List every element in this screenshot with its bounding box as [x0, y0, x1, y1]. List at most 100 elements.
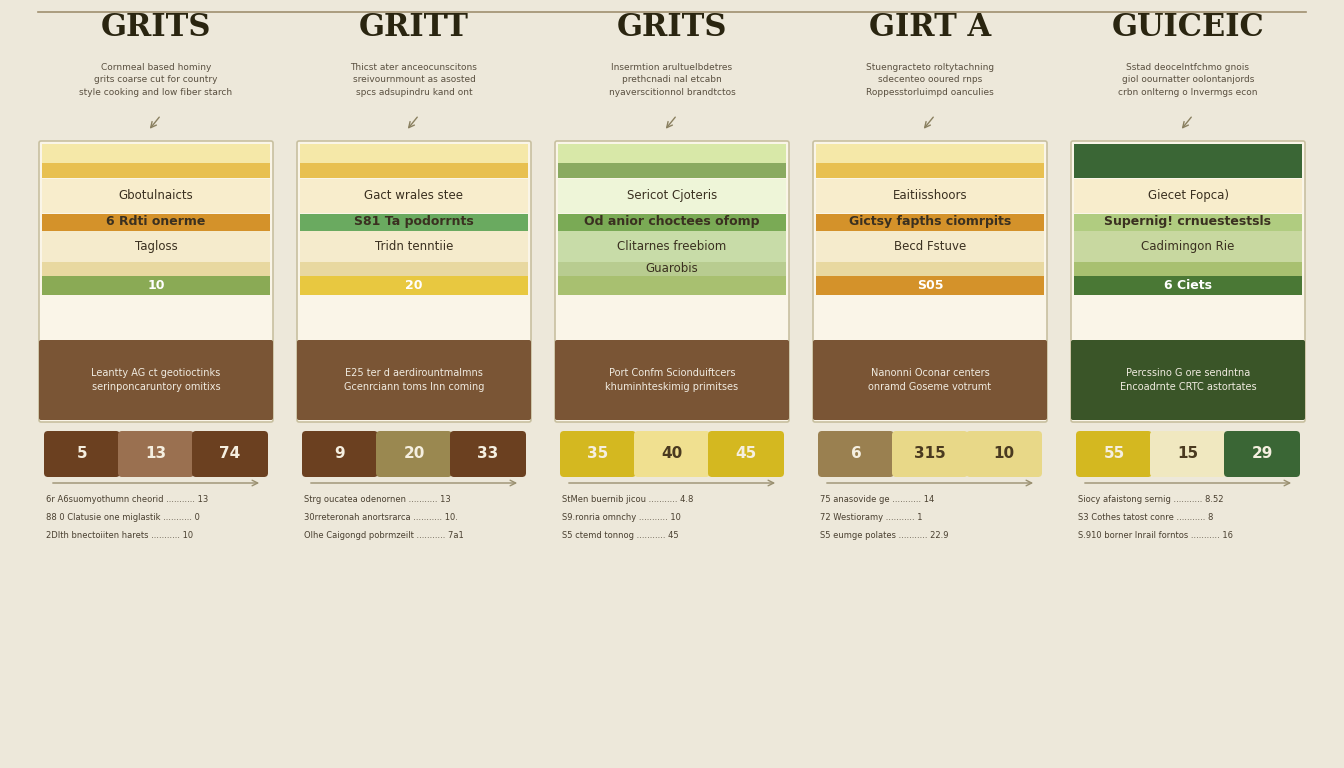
- FancyBboxPatch shape: [558, 263, 786, 276]
- Text: 5: 5: [77, 446, 87, 462]
- FancyBboxPatch shape: [300, 276, 528, 295]
- Text: 10: 10: [993, 446, 1015, 462]
- Text: S3 Cothes tatost conre ........... 8: S3 Cothes tatost conre ........... 8: [1078, 513, 1214, 522]
- Text: 9: 9: [335, 446, 345, 462]
- FancyBboxPatch shape: [555, 340, 789, 420]
- Text: 74: 74: [219, 446, 241, 462]
- FancyBboxPatch shape: [558, 214, 786, 230]
- Text: 20: 20: [406, 279, 423, 292]
- FancyBboxPatch shape: [1071, 141, 1305, 422]
- Text: Giecet Fopca): Giecet Fopca): [1148, 189, 1228, 202]
- FancyBboxPatch shape: [1150, 431, 1226, 477]
- FancyBboxPatch shape: [1074, 179, 1302, 214]
- Text: 2DIth bnectoiiten harets ........... 10: 2DIth bnectoiiten harets ........... 10: [46, 531, 194, 540]
- FancyBboxPatch shape: [1224, 431, 1300, 477]
- Text: 88 0 Clatusie one miglastik ........... 0: 88 0 Clatusie one miglastik ........... …: [46, 513, 200, 522]
- FancyBboxPatch shape: [818, 431, 894, 477]
- Text: 72 Westioramy ........... 1: 72 Westioramy ........... 1: [820, 513, 922, 522]
- FancyBboxPatch shape: [118, 431, 194, 477]
- FancyBboxPatch shape: [450, 431, 526, 477]
- FancyBboxPatch shape: [300, 214, 528, 230]
- Text: 33: 33: [477, 446, 499, 462]
- Text: 6 Ciets: 6 Ciets: [1164, 279, 1212, 292]
- Text: S5 eumge polates ........... 22.9: S5 eumge polates ........... 22.9: [820, 531, 949, 540]
- FancyBboxPatch shape: [813, 141, 1047, 422]
- Text: S9.ronria omnchy ........... 10: S9.ronria omnchy ........... 10: [562, 513, 681, 522]
- FancyBboxPatch shape: [300, 179, 528, 214]
- Text: GRITS: GRITS: [617, 12, 727, 44]
- Text: Clitarnes freebiom: Clitarnes freebiom: [617, 240, 727, 253]
- FancyBboxPatch shape: [1074, 214, 1302, 230]
- Text: Sericot Cjoteris: Sericot Cjoteris: [626, 189, 718, 202]
- Text: Leantty AG ct geotioctinks
serinponcaruntory omitixs: Leantty AG ct geotioctinks serinponcarun…: [91, 369, 220, 392]
- FancyBboxPatch shape: [297, 141, 531, 422]
- Text: GUICEIC: GUICEIC: [1111, 12, 1265, 44]
- Text: Olhe Caigongd pobrmzeilt ........... 7a1: Olhe Caigongd pobrmzeilt ........... 7a1: [304, 531, 464, 540]
- FancyBboxPatch shape: [558, 144, 786, 163]
- FancyBboxPatch shape: [302, 431, 378, 477]
- Text: Port Confm Scionduiftcers
khuminhteskimig primitses: Port Confm Scionduiftcers khuminhteskimi…: [605, 369, 739, 392]
- Text: S5 ctemd tonnog ........... 45: S5 ctemd tonnog ........... 45: [562, 531, 679, 540]
- FancyBboxPatch shape: [42, 179, 270, 214]
- Text: Nanonni Oconar centers
onramd Goseme votrumt: Nanonni Oconar centers onramd Goseme vot…: [868, 369, 992, 392]
- FancyBboxPatch shape: [192, 431, 267, 477]
- FancyBboxPatch shape: [1074, 231, 1302, 262]
- Text: 55: 55: [1103, 446, 1125, 462]
- FancyBboxPatch shape: [558, 231, 786, 262]
- FancyBboxPatch shape: [1074, 276, 1302, 295]
- Text: 315: 315: [914, 446, 946, 462]
- Text: S05: S05: [917, 279, 943, 292]
- FancyBboxPatch shape: [1074, 163, 1302, 178]
- Text: 6r A6suomyothumn cheorid ........... 13: 6r A6suomyothumn cheorid ........... 13: [46, 495, 208, 504]
- Text: 10: 10: [148, 279, 165, 292]
- Text: 45: 45: [735, 446, 757, 462]
- FancyBboxPatch shape: [813, 340, 1047, 420]
- FancyBboxPatch shape: [558, 276, 786, 295]
- FancyBboxPatch shape: [42, 163, 270, 178]
- Text: Gbotulnaicts: Gbotulnaicts: [118, 189, 194, 202]
- FancyBboxPatch shape: [966, 431, 1042, 477]
- FancyBboxPatch shape: [42, 263, 270, 276]
- Text: Cornmeal based hominy
grits coarse cut for country
style cooking and low fiber s: Cornmeal based hominy grits coarse cut f…: [79, 63, 233, 97]
- Text: 35: 35: [587, 446, 609, 462]
- FancyBboxPatch shape: [44, 431, 120, 477]
- Text: Cadimingon Rie: Cadimingon Rie: [1141, 240, 1235, 253]
- Text: 40: 40: [661, 446, 683, 462]
- Text: Eaitiisshoors: Eaitiisshoors: [892, 189, 968, 202]
- FancyBboxPatch shape: [816, 263, 1044, 276]
- FancyBboxPatch shape: [634, 431, 710, 477]
- Text: Gictsy fapths ciomrpits: Gictsy fapths ciomrpits: [849, 216, 1011, 228]
- FancyBboxPatch shape: [708, 431, 784, 477]
- FancyBboxPatch shape: [555, 141, 789, 422]
- FancyBboxPatch shape: [42, 144, 270, 163]
- Text: Becd Fstuve: Becd Fstuve: [894, 240, 966, 253]
- FancyBboxPatch shape: [376, 431, 452, 477]
- Text: Strg oucatea odenornen ........... 13: Strg oucatea odenornen ........... 13: [304, 495, 450, 504]
- Text: Percssino G ore sendntna
Encoadrnte CRTC astortates: Percssino G ore sendntna Encoadrnte CRTC…: [1120, 369, 1257, 392]
- FancyBboxPatch shape: [300, 163, 528, 178]
- Text: 6: 6: [851, 446, 862, 462]
- Text: 30rreteronah anortsrarca ........... 10.: 30rreteronah anortsrarca ........... 10.: [304, 513, 458, 522]
- FancyBboxPatch shape: [816, 179, 1044, 214]
- FancyBboxPatch shape: [39, 141, 273, 422]
- Text: 29: 29: [1251, 446, 1273, 462]
- FancyBboxPatch shape: [816, 214, 1044, 230]
- FancyBboxPatch shape: [560, 431, 636, 477]
- Text: Guarobis: Guarobis: [645, 263, 699, 275]
- FancyBboxPatch shape: [297, 340, 531, 420]
- Text: Insermtion arultuelbdetres
prethcnadi nal etcabn
nyaverscitionnol brandtctos: Insermtion arultuelbdetres prethcnadi na…: [609, 63, 735, 97]
- FancyBboxPatch shape: [816, 144, 1044, 163]
- FancyBboxPatch shape: [816, 231, 1044, 262]
- FancyBboxPatch shape: [42, 231, 270, 262]
- Text: GIRT A: GIRT A: [870, 12, 991, 44]
- Text: 6 Rdti onerme: 6 Rdti onerme: [106, 216, 206, 228]
- Text: GRITT: GRITT: [359, 12, 469, 44]
- Text: GRITS: GRITS: [101, 12, 211, 44]
- Text: S.910 borner lnrail forntos ........... 16: S.910 borner lnrail forntos ........... …: [1078, 531, 1232, 540]
- Text: Od anior choctees ofomp: Od anior choctees ofomp: [585, 216, 759, 228]
- Text: 20: 20: [403, 446, 425, 462]
- FancyBboxPatch shape: [816, 276, 1044, 295]
- Text: Tagloss: Tagloss: [134, 240, 177, 253]
- Text: Tridn tenntiie: Tridn tenntiie: [375, 240, 453, 253]
- Text: Supernig! crnuestestsls: Supernig! crnuestestsls: [1105, 216, 1271, 228]
